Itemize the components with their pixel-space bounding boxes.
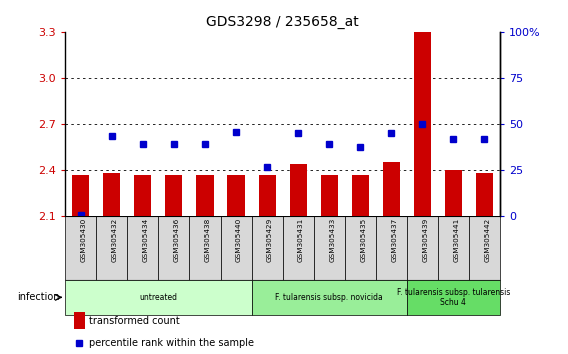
Bar xyxy=(407,216,438,280)
Bar xyxy=(414,32,431,216)
Bar xyxy=(252,280,407,315)
Bar xyxy=(476,173,493,216)
Bar xyxy=(65,216,97,280)
Text: GSM305442: GSM305442 xyxy=(485,218,490,262)
Text: GSM305433: GSM305433 xyxy=(329,218,335,262)
Bar xyxy=(438,216,469,280)
Bar xyxy=(197,175,214,216)
Text: GSM305435: GSM305435 xyxy=(360,218,366,262)
Bar xyxy=(407,280,500,315)
Text: GSM305436: GSM305436 xyxy=(174,218,180,262)
Text: GSM305439: GSM305439 xyxy=(422,218,428,262)
Text: GSM305431: GSM305431 xyxy=(298,218,304,262)
Bar xyxy=(320,175,337,216)
Text: GSM305441: GSM305441 xyxy=(453,218,460,262)
Bar xyxy=(383,162,400,216)
Bar xyxy=(252,216,283,280)
Text: untreated: untreated xyxy=(139,293,177,302)
Bar xyxy=(375,216,407,280)
Bar xyxy=(314,216,345,280)
Bar xyxy=(290,164,307,216)
Bar xyxy=(103,173,120,216)
Bar xyxy=(135,175,152,216)
Bar xyxy=(72,175,89,216)
Bar xyxy=(352,175,369,216)
Bar xyxy=(228,175,245,216)
Text: GSM305434: GSM305434 xyxy=(143,218,149,262)
Text: GSM305440: GSM305440 xyxy=(236,218,242,262)
Bar xyxy=(158,216,190,280)
Bar xyxy=(469,216,500,280)
Text: percentile rank within the sample: percentile rank within the sample xyxy=(89,338,254,348)
Bar xyxy=(97,216,127,280)
Text: F. tularensis subsp. novicida: F. tularensis subsp. novicida xyxy=(275,293,383,302)
Text: F. tularensis subsp. tularensis
Schu 4: F. tularensis subsp. tularensis Schu 4 xyxy=(396,288,510,307)
Text: infection: infection xyxy=(17,292,60,302)
Text: GSM305432: GSM305432 xyxy=(112,218,118,262)
Text: transformed count: transformed count xyxy=(89,316,180,326)
Text: GSM305438: GSM305438 xyxy=(205,218,211,262)
Bar xyxy=(74,312,85,329)
Text: GSM305429: GSM305429 xyxy=(267,218,273,262)
Text: GSM305437: GSM305437 xyxy=(391,218,397,262)
Bar xyxy=(283,216,314,280)
Text: GSM305430: GSM305430 xyxy=(81,218,87,262)
Title: GDS3298 / 235658_at: GDS3298 / 235658_at xyxy=(206,16,359,29)
Bar xyxy=(190,216,220,280)
Bar xyxy=(165,175,182,216)
Bar xyxy=(258,175,275,216)
Bar xyxy=(65,280,252,315)
Bar xyxy=(220,216,252,280)
Bar xyxy=(445,170,462,216)
Bar xyxy=(127,216,158,280)
Bar xyxy=(345,216,375,280)
